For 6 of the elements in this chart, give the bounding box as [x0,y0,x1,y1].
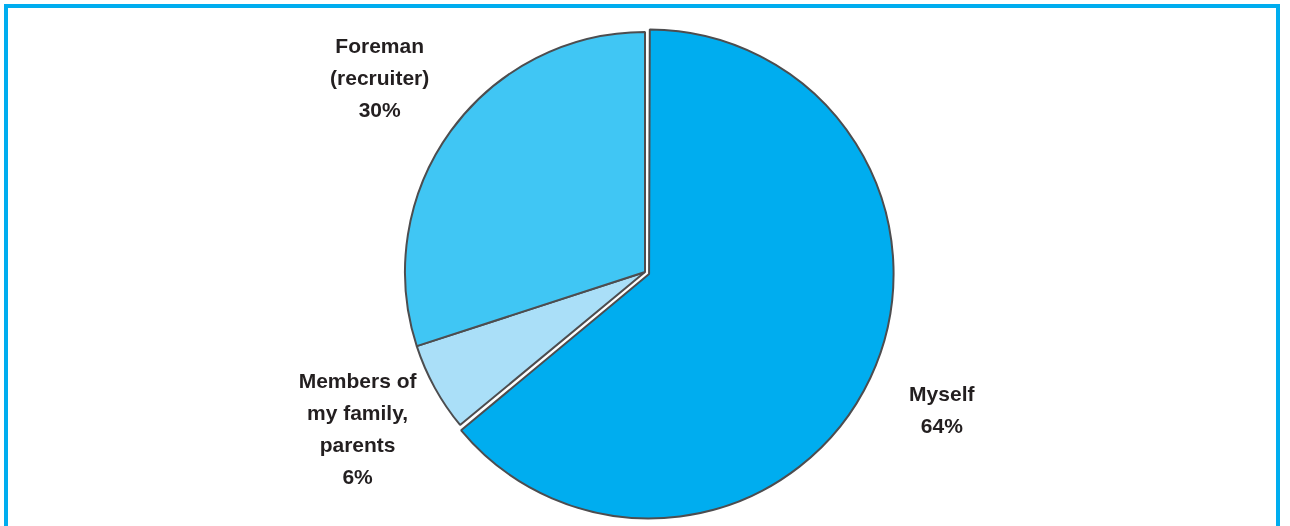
slice-label: Myself [909,382,976,406]
data-label: 6% [342,464,374,488]
slice-label: Members of my family, parents [298,368,418,456]
slice-label: Foreman (recruiter) [330,34,430,89]
data-label: 30% [358,98,401,121]
data-label: 64% [920,414,964,438]
